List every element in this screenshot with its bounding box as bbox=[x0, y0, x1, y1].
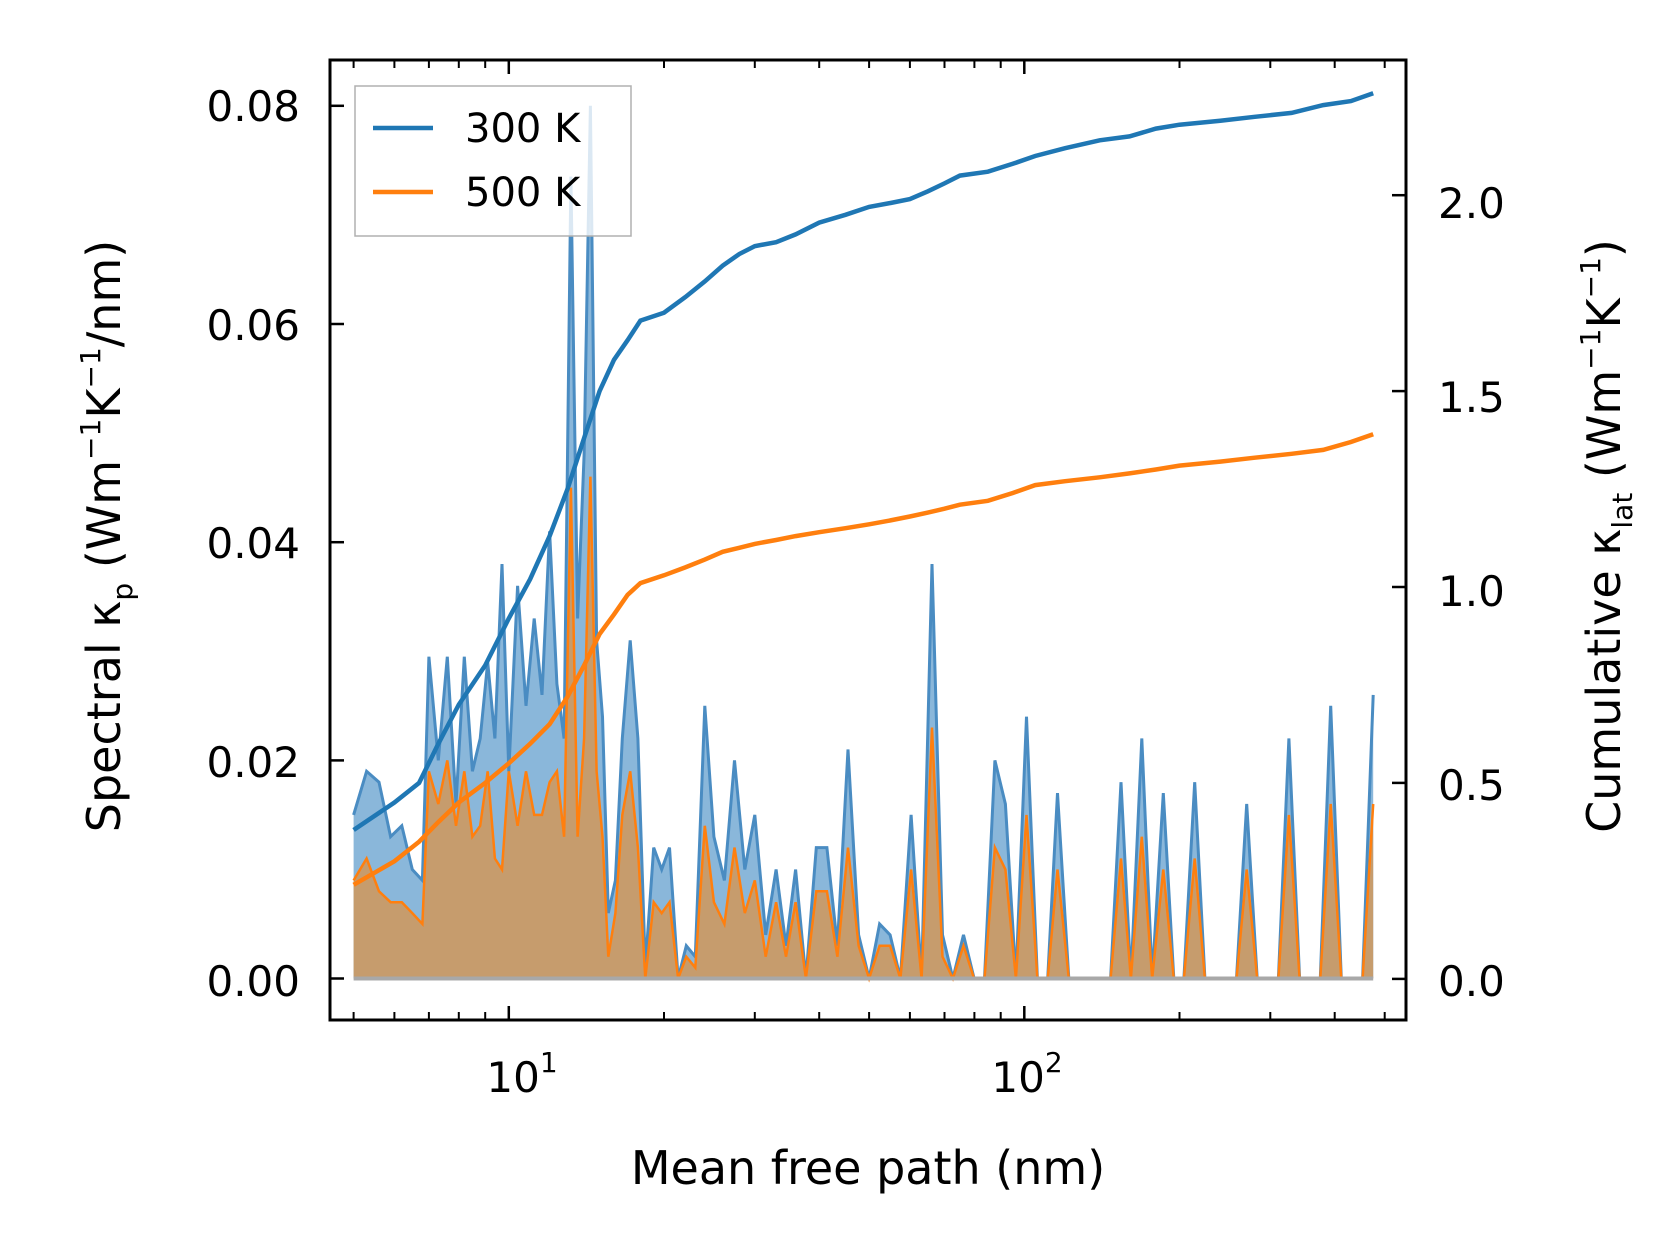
left-y-axis-label: Spectral κp (Wm−1K−1/nm) bbox=[74, 240, 139, 832]
axis-ticks bbox=[330, 60, 1406, 1020]
cumulative-series bbox=[352, 91, 1374, 887]
left-y-tick-labels: 0.00 0.02 0.04 0.06 0.08 bbox=[206, 82, 300, 1006]
cumulative-500k-line bbox=[352, 432, 1374, 887]
legend-label-500k: 500 K bbox=[465, 170, 582, 216]
spectral-500k-line bbox=[352, 476, 1375, 983]
left-tick-label: 0.06 bbox=[206, 301, 300, 350]
cumulative-300k-line bbox=[352, 91, 1374, 832]
spectral-series bbox=[352, 105, 1375, 983]
right-tick-label: 0.5 bbox=[1438, 761, 1505, 810]
x-axis-label: Mean free path (nm) bbox=[631, 1141, 1105, 1195]
spectral-500k-fill bbox=[353, 476, 1374, 979]
legend-box bbox=[354, 85, 632, 237]
left-tick-label: 0.02 bbox=[206, 738, 300, 787]
right-tick-label: 2.0 bbox=[1438, 179, 1505, 228]
legend: 300 K 500 K bbox=[354, 85, 632, 237]
left-tick-label: 0.04 bbox=[206, 519, 300, 568]
right-y-axis-label: Cumulative κlat (Wm−1K−1) bbox=[1574, 239, 1639, 833]
right-tick-label: 0.0 bbox=[1438, 957, 1505, 1006]
right-tick-label: 1.5 bbox=[1438, 373, 1505, 422]
right-tick-label: 1.0 bbox=[1438, 567, 1505, 616]
left-tick-label: 0.08 bbox=[206, 82, 300, 131]
right-y-tick-labels: 0.0 0.5 1.0 1.5 2.0 bbox=[1438, 179, 1505, 1006]
plot-frame bbox=[328, 58, 1408, 1022]
x-tick-label: 101 bbox=[486, 1046, 557, 1102]
x-tick-labels: 101 102 bbox=[486, 1046, 1062, 1102]
x-tick-label: 102 bbox=[991, 1046, 1062, 1102]
left-tick-label: 0.00 bbox=[206, 957, 300, 1006]
legend-label-300k: 300 K bbox=[465, 106, 582, 152]
